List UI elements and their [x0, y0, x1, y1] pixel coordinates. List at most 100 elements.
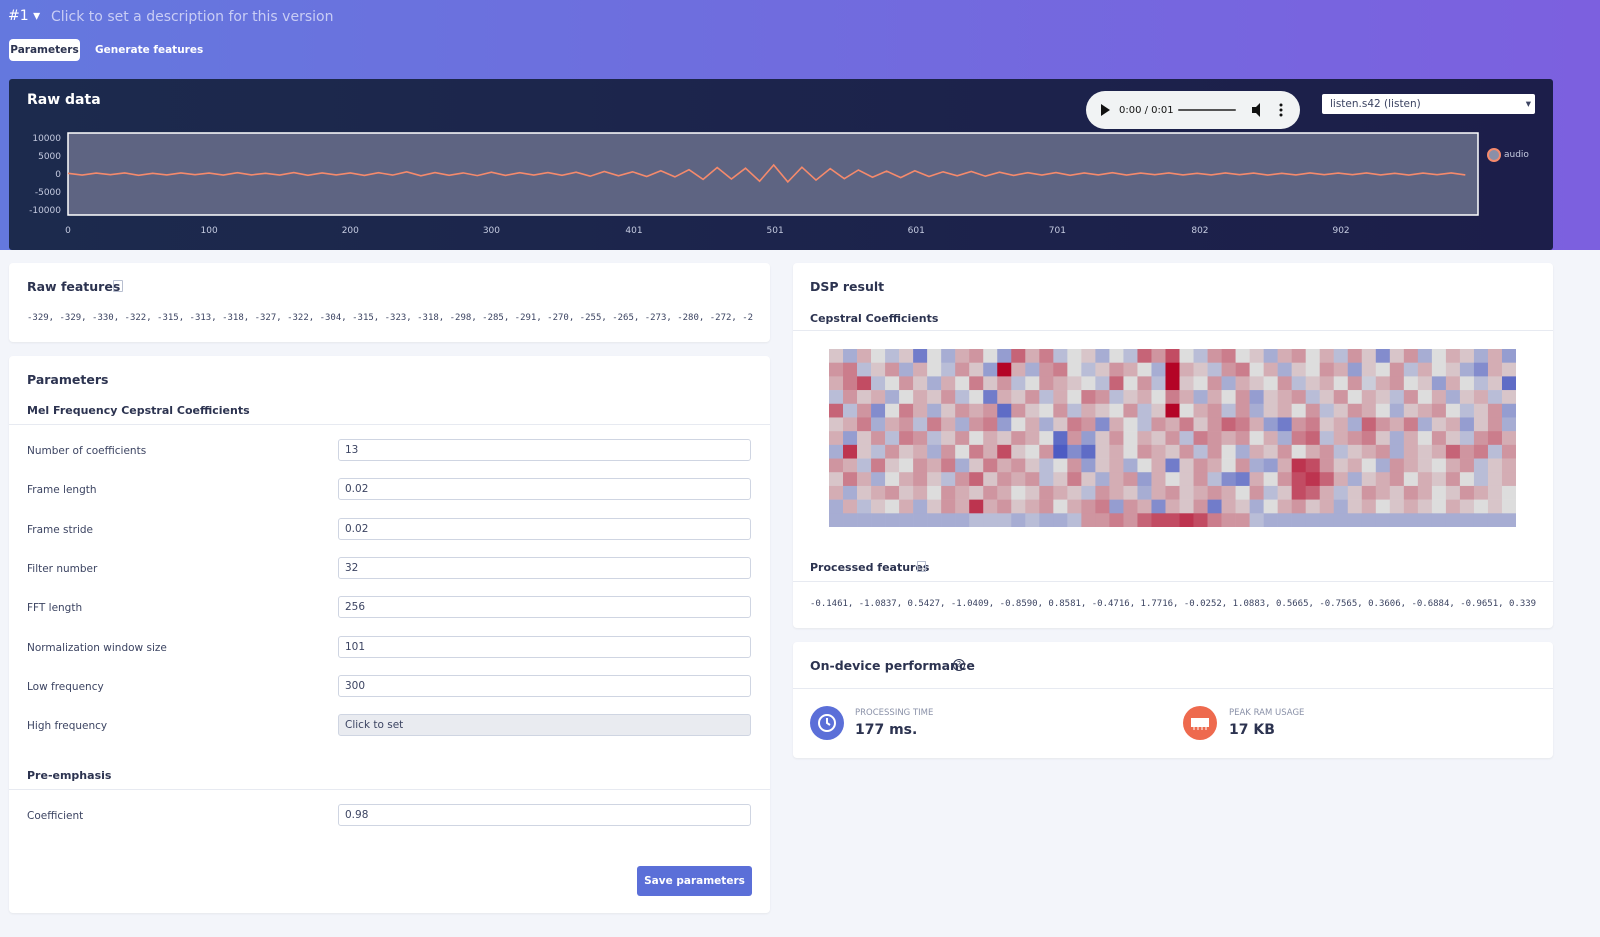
- heatmap-cell: [1025, 499, 1040, 514]
- heatmap-cell: [913, 403, 928, 418]
- menu-dot[interactable]: [1279, 103, 1283, 107]
- heatmap-cell: [1277, 431, 1292, 446]
- heatmap-cell: [1389, 403, 1405, 418]
- heatmap-cell: [1235, 417, 1250, 432]
- heatmap-cell: [1109, 431, 1124, 446]
- heatmap-cell: [1165, 431, 1180, 446]
- text-input[interactable]: 13: [338, 439, 751, 461]
- heatmap-cell: [1333, 458, 1349, 473]
- heatmap-cell: [1501, 403, 1516, 418]
- heatmap-cell: [1305, 362, 1321, 377]
- performance-card: On-device performance ? PROCESSING TIME …: [793, 642, 1553, 758]
- heatmap-cell: [1235, 376, 1250, 391]
- heatmap-cell: [1319, 485, 1335, 500]
- text-input[interactable]: 32: [338, 556, 751, 579]
- heatmap-cell: [1389, 349, 1405, 363]
- heatmap-cell: [1039, 499, 1054, 514]
- save-button[interactable]: Save parameters: [637, 866, 752, 896]
- heatmap-cell: [1431, 390, 1447, 405]
- heatmap-cell: [1459, 499, 1475, 514]
- heatmap-cell: [1207, 349, 1222, 363]
- heatmap-cell: [1431, 472, 1447, 487]
- heatmap-cell: [1053, 390, 1068, 405]
- heatmap-cell: [1151, 362, 1166, 377]
- heatmap-cell: [927, 349, 942, 363]
- player-time: 0:00 / 0:01: [1119, 105, 1174, 116]
- heatmap-cell: [1123, 403, 1138, 418]
- heatmap-cell: [941, 403, 956, 418]
- heatmap-cell: [1473, 485, 1489, 500]
- metric-value: 17 KB: [1229, 722, 1275, 738]
- heatmap-cell: [1431, 417, 1447, 432]
- heatmap-cell: [1389, 513, 1405, 527]
- divider: [793, 688, 1553, 689]
- heatmap-cell: [1487, 458, 1503, 473]
- heatmap-cell: [969, 513, 984, 527]
- heatmap-cell: [843, 472, 858, 487]
- text-input[interactable]: 300: [338, 674, 751, 697]
- progress-bar[interactable]: [1178, 109, 1236, 111]
- heatmap-cell: [899, 349, 914, 363]
- text-input[interactable]: 101: [338, 635, 751, 658]
- heatmap-cell: [1445, 417, 1461, 432]
- version-selector[interactable]: #1 ▾: [8, 8, 41, 24]
- heatmap-cell: [857, 376, 872, 391]
- tab-active[interactable]: Parameters: [9, 39, 80, 61]
- copy-icon[interactable]: [917, 561, 926, 572]
- menu-dot[interactable]: [1279, 113, 1283, 117]
- heatmap-cell: [1179, 403, 1194, 418]
- heatmap-cell: [1067, 376, 1082, 391]
- heatmap-cell: [955, 444, 970, 459]
- heatmap-cell: [1123, 362, 1138, 377]
- heatmap-cell: [1417, 458, 1433, 473]
- play-button[interactable]: [1101, 104, 1110, 116]
- heatmap-cell: [1347, 390, 1363, 405]
- field-label: Frame length: [27, 484, 97, 497]
- player-controls: 0:00 / 0:01: [1101, 103, 1283, 117]
- text-input[interactable]: 0.02: [338, 478, 751, 501]
- heatmap-cell: [1305, 390, 1321, 405]
- help-icon[interactable]: ?: [953, 659, 965, 671]
- text-input[interactable]: 0.98: [338, 804, 751, 827]
- heatmap-cell: [1459, 472, 1475, 487]
- heatmap-cell: [1249, 376, 1264, 391]
- version-description[interactable]: Click to set a description for this vers…: [51, 9, 334, 25]
- heatmap-cell: [1067, 444, 1082, 459]
- heatmap-cell: [899, 444, 914, 459]
- header-fade: [0, 250, 1600, 262]
- copy-icon[interactable]: [113, 280, 123, 292]
- heatmap-cell: [1305, 485, 1321, 500]
- heatmap-cell: [955, 458, 970, 473]
- heatmap-cell: [1025, 444, 1040, 459]
- heatmap-cell: [1417, 444, 1433, 459]
- menu-dot[interactable]: [1279, 108, 1283, 112]
- heatmap-cell: [1193, 513, 1208, 527]
- heatmap-cell: [899, 362, 914, 377]
- divider: [9, 789, 770, 791]
- heatmap-cell: [1179, 499, 1194, 514]
- heatmap-cell: [955, 431, 970, 446]
- text-input[interactable]: Click to set: [338, 714, 751, 737]
- heatmap-cell: [1249, 444, 1264, 459]
- text-input[interactable]: 0.02: [338, 517, 751, 540]
- heatmap-cell: [1263, 362, 1278, 377]
- heatmap-cell: [1011, 499, 1026, 514]
- heatmap-cell: [1151, 444, 1166, 459]
- card-title: DSP result: [810, 279, 885, 294]
- heatmap-cell: [1011, 376, 1026, 391]
- heatmap-cell: [1459, 513, 1475, 527]
- heatmap-cell: [857, 485, 872, 500]
- audio-player[interactable]: 0:00 / 0:01: [1086, 91, 1300, 129]
- heatmap-cell: [1473, 431, 1489, 446]
- text-input[interactable]: 256: [338, 596, 751, 619]
- heatmap-cell: [927, 417, 942, 432]
- volume-button[interactable]: [1252, 103, 1260, 117]
- sample-select[interactable]: listen.s42 (listen) ▾: [1322, 94, 1535, 114]
- tab[interactable]: Generate features: [95, 44, 204, 56]
- heatmap-cell: [913, 472, 928, 487]
- heatmap-cell: [1333, 499, 1349, 514]
- heatmap-cell: [1137, 513, 1152, 527]
- heatmap-cell: [941, 485, 956, 500]
- heatmap-cell: [1431, 513, 1447, 527]
- heatmap-cell: [983, 485, 998, 500]
